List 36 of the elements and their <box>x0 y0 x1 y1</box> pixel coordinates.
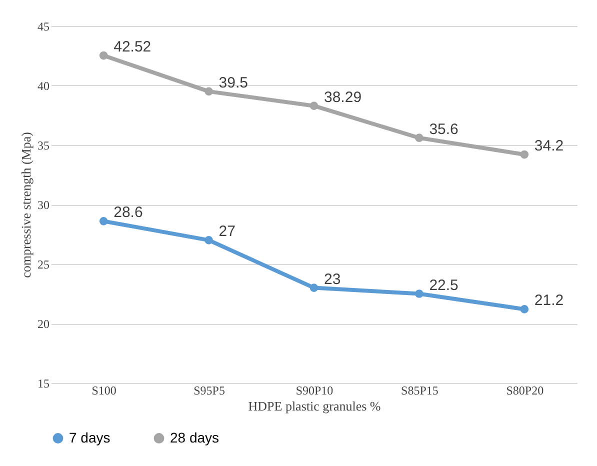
point <box>310 284 318 292</box>
legend-label: 28 days <box>170 429 220 446</box>
data-label: 22.5 <box>429 276 458 294</box>
x-tick-label: S80P20 <box>506 384 544 398</box>
point <box>310 102 318 110</box>
y-tick-label: 25 <box>38 258 50 272</box>
point <box>520 150 529 159</box>
data-label: 28.6 <box>114 204 143 222</box>
data-label: 38.29 <box>324 88 362 106</box>
data-label: 42.52 <box>114 38 152 56</box>
data-label: 27 <box>218 223 236 240</box>
point <box>415 134 424 142</box>
x-tick-label: S95P5 <box>194 384 225 398</box>
y-tick-label: 40 <box>38 79 50 93</box>
data-label: 21.2 <box>534 292 564 310</box>
y-tick-label: 30 <box>38 198 50 212</box>
x-tick-label: S100 <box>92 384 116 398</box>
legend-label: 7 days <box>69 429 110 446</box>
x-tick-label: S85P15 <box>401 384 438 398</box>
y-tick-label: 20 <box>38 317 50 331</box>
x-axis-title: HDPE plastic granules % <box>248 398 381 414</box>
data-label: 34.2 <box>534 138 564 155</box>
y-axis-title: compressive strength (Mpa) <box>18 132 34 278</box>
point <box>99 216 108 226</box>
point <box>204 236 213 244</box>
x-tick-label: S90P10 <box>296 384 334 398</box>
point <box>204 87 213 96</box>
data-label: 35.6 <box>429 120 458 138</box>
data-label: 39.5 <box>218 74 248 92</box>
y-tick-label: 35 <box>38 138 50 152</box>
point <box>99 51 108 60</box>
point <box>520 305 529 314</box>
y-tick-label: 15 <box>38 376 50 390</box>
y-tick-label: 45 <box>38 20 50 34</box>
point <box>415 290 424 298</box>
data-label: 23 <box>324 270 341 288</box>
